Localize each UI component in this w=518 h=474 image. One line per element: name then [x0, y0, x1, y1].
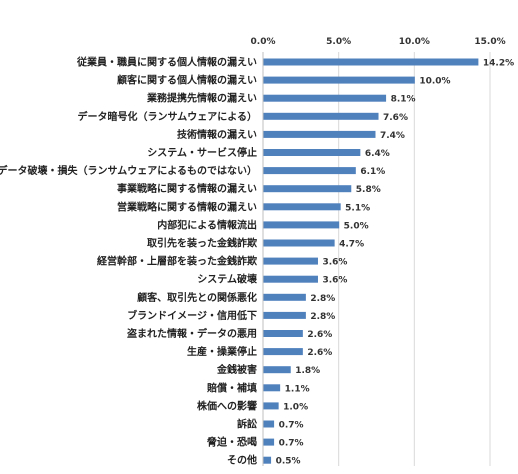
bar	[263, 167, 356, 175]
bar	[263, 58, 479, 66]
data-label: 5.8%	[356, 185, 381, 195]
data-label: 7.6%	[383, 113, 408, 123]
bar	[263, 185, 352, 193]
data-label: 14.2%	[483, 59, 514, 69]
data-label: 10.0%	[419, 77, 450, 87]
category-label: 株価への影響	[197, 399, 257, 412]
category-label: 技術情報の漏えい	[177, 128, 257, 141]
bar	[263, 76, 415, 84]
x-axis-ticks: 0.0% 5.0% 10.0% 15.0%	[251, 37, 506, 47]
data-label: 8.1%	[391, 95, 416, 105]
data-label: 4.7%	[339, 240, 364, 250]
bar	[263, 456, 272, 464]
category-label: 内部犯による情報流出	[157, 218, 257, 231]
data-label: 5.1%	[345, 203, 370, 213]
category-label: 盗まれた情報・データの悪用	[127, 327, 257, 340]
data-label: 0.5%	[276, 457, 301, 467]
data-label: 2.6%	[307, 330, 332, 340]
bar	[263, 348, 303, 356]
bar	[263, 130, 376, 138]
category-label: データ暗号化（ランサムウェアによる）	[78, 110, 258, 123]
bar	[263, 366, 291, 374]
bar	[263, 330, 303, 337]
bar	[263, 221, 340, 229]
bar	[263, 402, 279, 410]
category-label: 顧客に関する個人情報の漏えい	[117, 74, 257, 87]
bar	[263, 438, 275, 446]
data-label: 3.6%	[322, 276, 347, 286]
x-tick-label: 15.0%	[474, 37, 505, 47]
x-tick-label: 0.0%	[251, 37, 276, 47]
data-label: 0.7%	[279, 439, 304, 449]
bar	[263, 420, 275, 428]
data-label: 6.1%	[360, 167, 385, 177]
category-label: ブランドイメージ・信用低下	[127, 309, 257, 322]
bar	[263, 384, 281, 392]
category-label: データ破壊・損失（ランサムウェアによるものではない）	[0, 164, 257, 177]
category-labels: 従業員・職員に関する個人情報の漏えい顧客に関する個人情報の漏えい業務提携先情報の…	[0, 56, 258, 467]
data-label: 0.7%	[279, 421, 304, 431]
bar	[263, 239, 335, 247]
data-label: 3.6%	[322, 258, 347, 268]
bar	[263, 94, 387, 102]
data-label: 1.8%	[295, 366, 320, 376]
category-label: 事業戦略に関する情報の漏えい	[117, 182, 257, 195]
category-label: 訴訟	[237, 418, 257, 431]
category-label: 顧客、取引先との関係悪化	[137, 291, 257, 304]
category-label: 経営幹部・上層部を装った金銭詐欺	[97, 255, 257, 268]
data-labels: 14.2% 10.0%8.1% 7.6% 7.4% 6.4% 6.1% 5.8% 5.1% 5.…	[276, 59, 515, 467]
x-tick-label: 10.0%	[399, 37, 430, 47]
data-label: 1.0%	[283, 402, 308, 412]
bar	[263, 311, 306, 319]
x-tick-label: 5.0%	[326, 37, 351, 47]
bar	[263, 275, 318, 283]
category-label: 業務提携先情報の漏えい	[146, 92, 257, 105]
gridlines	[338, 52, 491, 466]
data-label: 7.4%	[380, 131, 405, 141]
bar	[263, 257, 318, 265]
data-label: 2.8%	[310, 294, 335, 304]
bars	[263, 58, 479, 464]
category-label: 営業戦略に関する情報の漏えい	[117, 200, 257, 213]
category-label: 金銭被害	[216, 363, 257, 376]
data-label: 5.0%	[344, 221, 369, 231]
data-label: 2.6%	[307, 348, 332, 358]
category-label: 取引先を装った金銭詐欺	[147, 237, 257, 250]
data-label: 1.1%	[285, 384, 310, 394]
category-label: システム破壊	[197, 273, 258, 286]
category-label: 脅迫・恐喝	[206, 436, 257, 449]
bar	[263, 112, 379, 120]
category-label: システム・サービス停止	[147, 146, 257, 159]
category-label: 従業員・職員に関する個人情報の漏えい	[76, 56, 257, 69]
category-label: 賠償・補填	[207, 381, 257, 394]
bar	[263, 293, 306, 301]
bar	[263, 203, 341, 211]
category-label: 生産・操業停止	[187, 345, 257, 358]
category-label: その他	[227, 454, 257, 467]
data-label: 2.8%	[310, 312, 335, 322]
bar	[263, 149, 361, 156]
data-label: 6.4%	[365, 149, 390, 159]
